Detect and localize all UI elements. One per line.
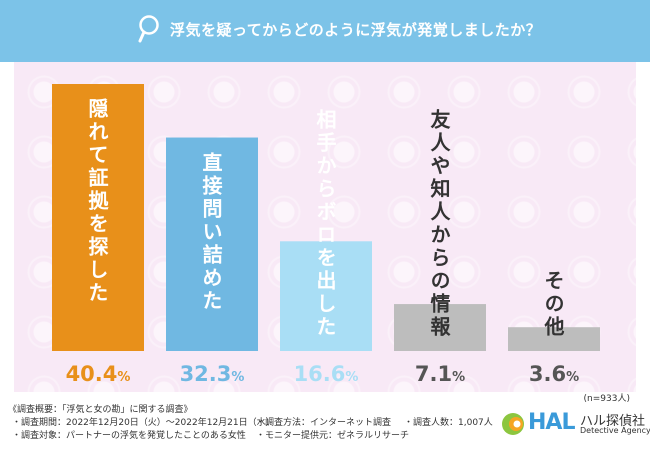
survey-provider: ・モニター提供元：ゼネラルリサーチ <box>256 431 410 441</box>
bar-1 <box>52 84 144 351</box>
logo-hal-text: HAL <box>528 410 575 435</box>
value-number: 3.6 <box>528 362 567 386</box>
bar-4 <box>394 304 486 351</box>
value-unit: % <box>117 370 131 385</box>
bar-2 <box>166 137 258 351</box>
value-unit: % <box>566 370 580 385</box>
question-title: 浮気を疑ってからどのように浮気が発覚しましたか？ <box>170 21 542 39</box>
category-label-3: 相手からボロを出した <box>313 109 337 339</box>
bar-3 <box>280 241 372 351</box>
value-label-4: 7.1% <box>385 362 495 386</box>
survey-summary: 《調査概要：「浮気と女の勘」に関する調査》 <box>8 405 193 415</box>
survey-count: ・調査人数：1,007人 <box>404 418 493 428</box>
category-label-5: その他 <box>541 270 565 339</box>
value-unit: % <box>345 370 359 385</box>
category-label-4: 友人や知人からの情報 <box>427 109 451 339</box>
category-label-2: 直接問い詰めた <box>199 151 223 313</box>
logo-name-en: Detective Agency <box>580 426 650 435</box>
value-label-5: 3.6% <box>499 362 609 386</box>
value-number: 7.1 <box>414 362 453 386</box>
value-number: 16.6 <box>293 362 346 386</box>
value-unit: % <box>452 370 466 385</box>
bar-5 <box>508 327 600 351</box>
hal-logo: HAL ハル探偵社 Detective Agency <box>500 408 650 440</box>
question-banner: 浮気を疑ってからどのように浮気が発覚しましたか？ <box>0 0 650 62</box>
value-label-2: 32.3% <box>157 362 267 386</box>
sample-size-note: (n=933人) <box>583 394 630 404</box>
category-label-1: 隠れて証拠を探した <box>85 98 109 305</box>
value-unit: % <box>231 370 245 385</box>
magnifier-icon <box>138 15 159 43</box>
value-number: 40.4 <box>65 362 118 386</box>
logo-name-jp: ハル探偵社 <box>580 414 646 429</box>
value-label-3: 16.6% <box>271 362 381 386</box>
value-label-1: 40.4% <box>43 362 153 386</box>
survey-method: ・調査方法：インターネット調査 <box>256 418 392 428</box>
survey-target: ・調査対象：パートナーの浮気を発覚したことのある女性 <box>12 431 246 441</box>
survey-period: ・調査期間：2022年12月20日（火）～2022年12月21日（水） <box>12 418 275 428</box>
value-number: 32.3 <box>179 362 232 386</box>
logo-mark-icon <box>502 413 524 435</box>
